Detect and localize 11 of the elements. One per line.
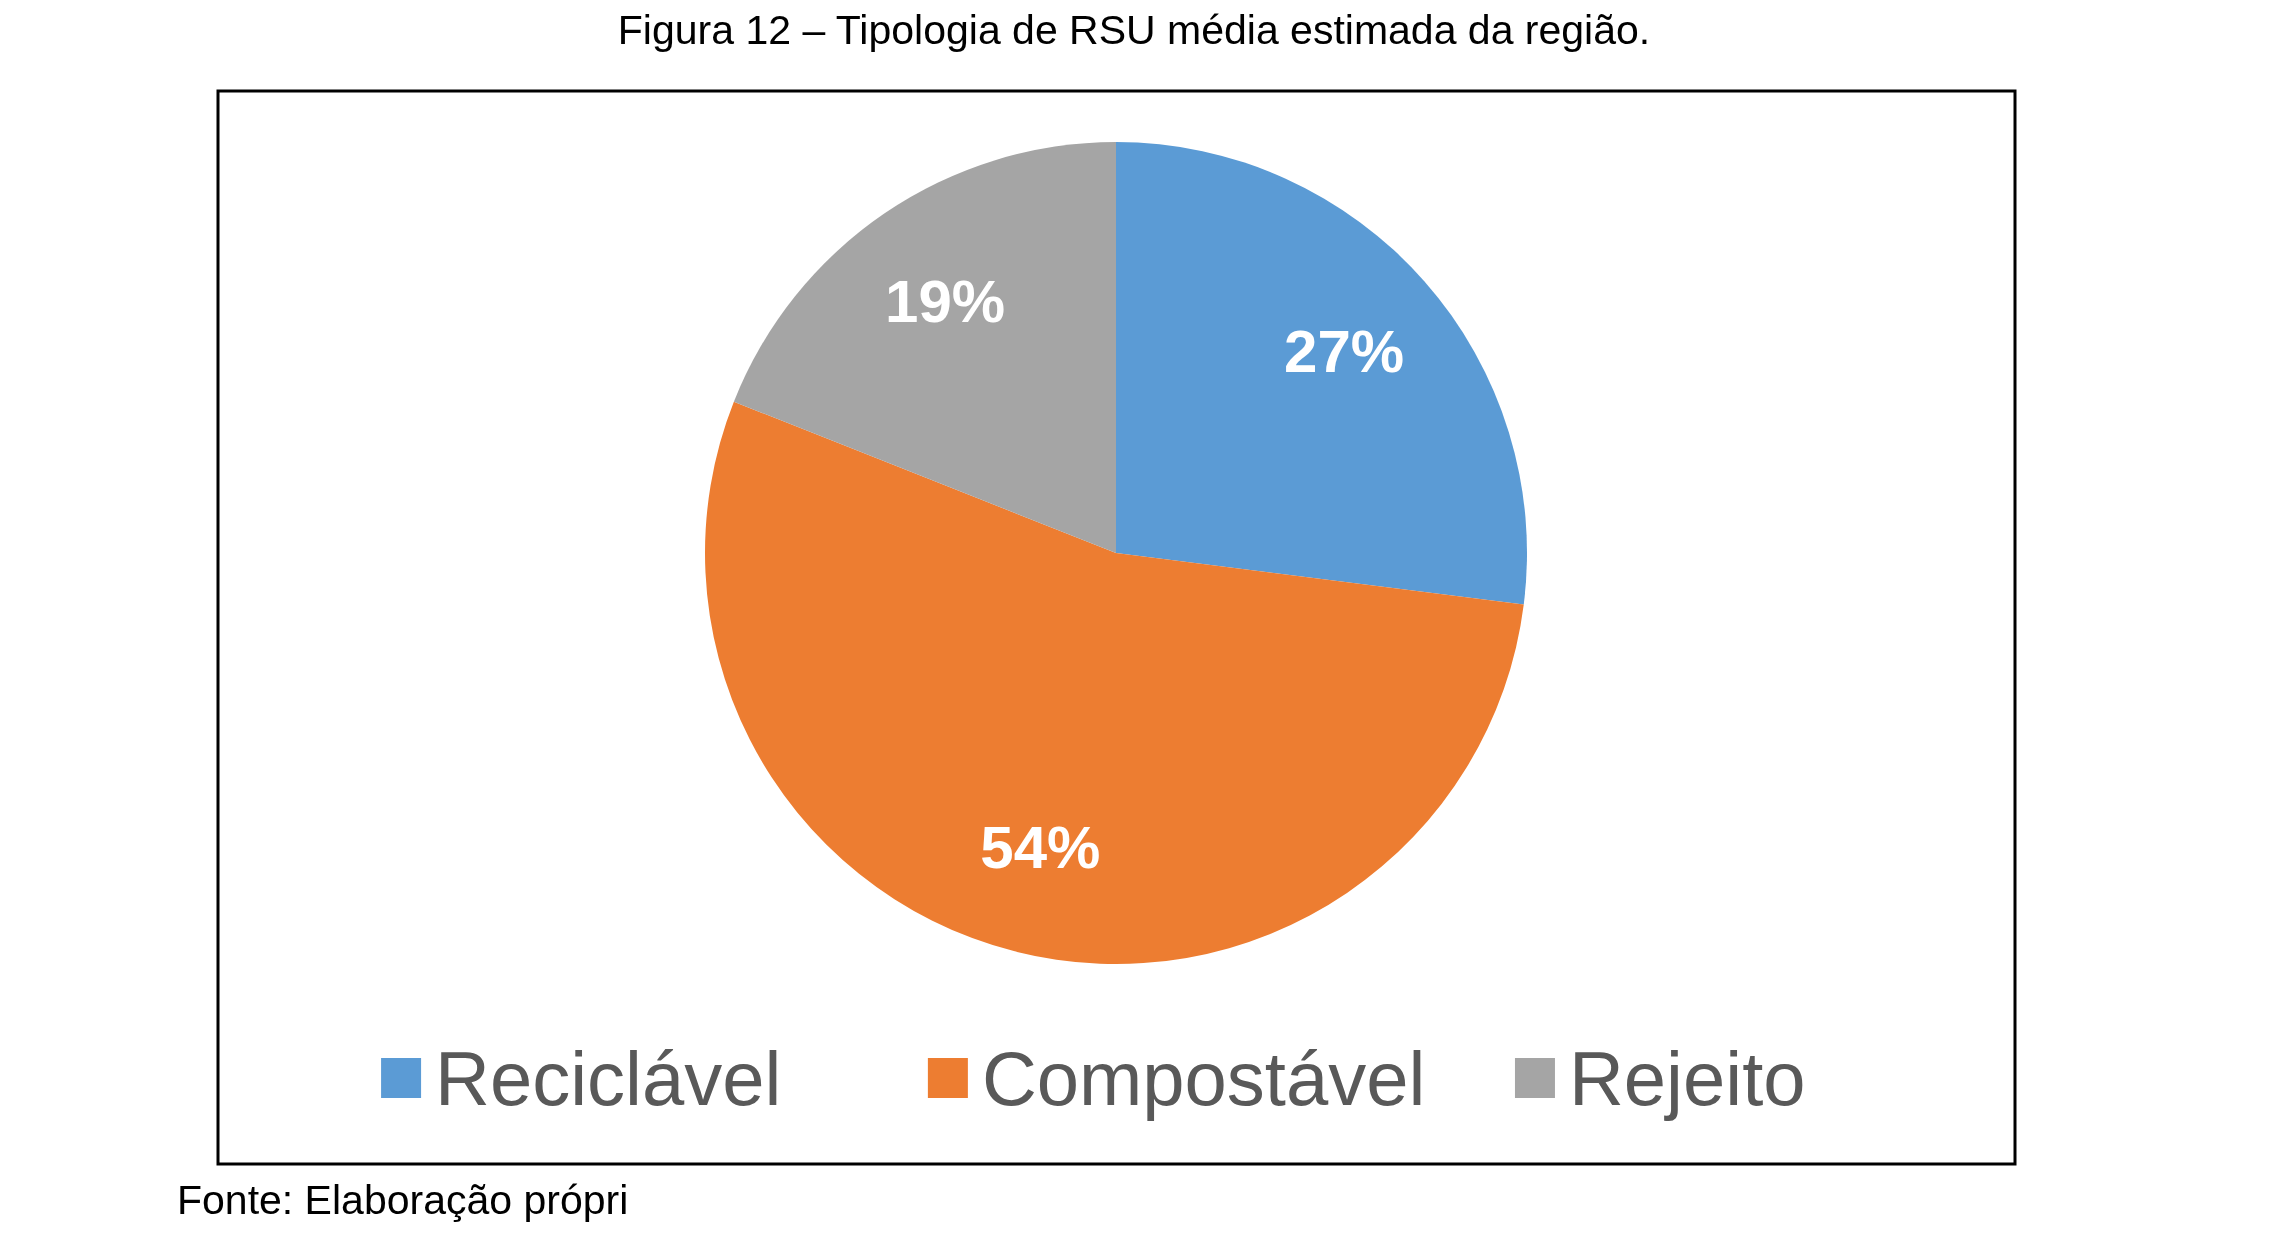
legend-label: Compostável <box>981 1035 1426 1121</box>
source-note: Fonte: Elaboração própri <box>177 1177 629 1223</box>
pie-slice <box>705 401 1524 964</box>
data-label: 54% <box>980 814 1101 882</box>
chart-title: Figura 12 – Tipologia de RSU média estimada da região. <box>617 7 1651 53</box>
pie-slice <box>1116 142 1527 605</box>
pie-slice <box>733 142 1116 553</box>
legend-label: Reciclável <box>435 1035 782 1121</box>
data-label: 19% <box>885 267 1006 335</box>
data-label: 27% <box>1284 318 1405 386</box>
legend-label: Rejeito <box>1568 1035 1806 1121</box>
